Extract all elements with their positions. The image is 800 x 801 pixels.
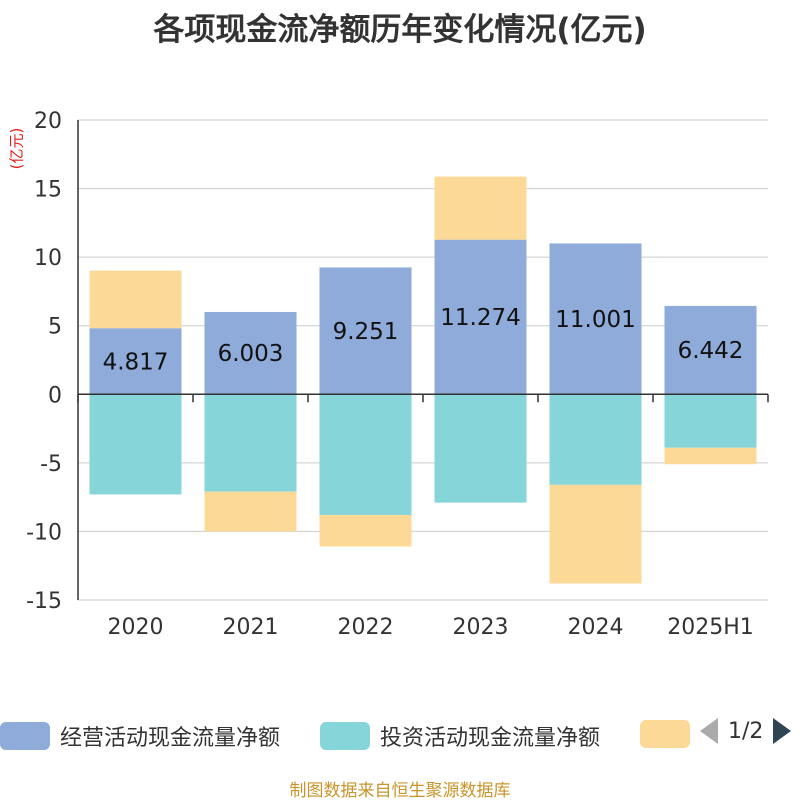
next-page-icon[interactable] [773, 718, 792, 744]
bar-series3-2022 [319, 514, 412, 547]
y-tick-label: -15 [26, 589, 62, 614]
bar-series3-2023 [434, 176, 527, 240]
bar-series2-2023 [434, 394, 527, 503]
bar-series3-2025H1 [664, 447, 757, 465]
y-tick-label: 20 [34, 109, 62, 134]
y-tick-label: 5 [48, 315, 62, 340]
legend-pager: 1/2 [700, 718, 792, 744]
legend-label-operating: 经营活动现金流量净额 [60, 726, 281, 751]
y-tick-label: 10 [34, 246, 62, 271]
data-label: 6.003 [218, 341, 284, 367]
legend-swatch-operating [0, 722, 50, 750]
x-tick-label: 2025H1 [667, 615, 754, 640]
x-tick-label: 2022 [338, 615, 394, 640]
bar-series2-2022 [319, 394, 412, 515]
y-tick-label: 0 [48, 383, 62, 408]
data-label: 9.251 [333, 319, 399, 345]
x-tick-label: 2023 [453, 615, 509, 640]
bar-series1-2023 [434, 239, 527, 395]
data-label: 6.442 [678, 338, 744, 364]
x-tick-label: 2024 [568, 615, 624, 640]
legend-label-investing: 投资活动现金流量净额 [380, 726, 601, 751]
legend-item-operating[interactable]: 经营活动现金流量净额 [0, 720, 280, 752]
data-label: 11.001 [555, 307, 635, 333]
legend-item-investing[interactable]: 投资活动现金流量净额 [320, 720, 600, 752]
data-label: 4.817 [103, 349, 169, 375]
y-tick-label: 15 [34, 178, 62, 203]
legend-swatch-investing [320, 722, 370, 750]
chart-plot: -15 -10 -5 0 5 10 15 20 4.817 6.003 9.251 11.274 11.… [26, 109, 769, 640]
bar-series2-2024 [549, 394, 642, 485]
legend-swatch-financing [640, 720, 690, 748]
source-note: 制图数据来自恒生聚源数据库 [289, 781, 511, 801]
legend-item-financing[interactable] [640, 720, 690, 748]
x-tick-label: 2020 [108, 615, 164, 640]
chart-title: 各项现金流净额历年变化情况(亿元) [153, 12, 647, 48]
bar-series3-2024 [549, 484, 642, 584]
legend-page-indicator: 1/2 [728, 718, 764, 744]
bar-series3-2021 [204, 491, 297, 532]
bar-series2-2025H1 [664, 394, 757, 448]
x-tick-label: 2021 [223, 615, 279, 640]
y-tick-label: -5 [40, 452, 62, 477]
bar-series2-2021 [204, 394, 297, 492]
bar-series1-2021 [204, 311, 297, 395]
bar-series1-2020 [89, 328, 182, 395]
legend: 经营活动现金流量净额 投资活动现金流量净额 1/2 [0, 712, 800, 756]
bar-series1-2022 [319, 267, 412, 395]
bar-series2-2020 [89, 394, 182, 495]
bar-series1-2024 [549, 243, 642, 395]
bar-series1-2025H1 [664, 305, 757, 395]
y-tick-label: -10 [26, 520, 62, 545]
prev-page-icon[interactable] [700, 718, 718, 744]
bar-series3-2020 [89, 270, 182, 329]
data-label: 11.274 [440, 305, 520, 331]
